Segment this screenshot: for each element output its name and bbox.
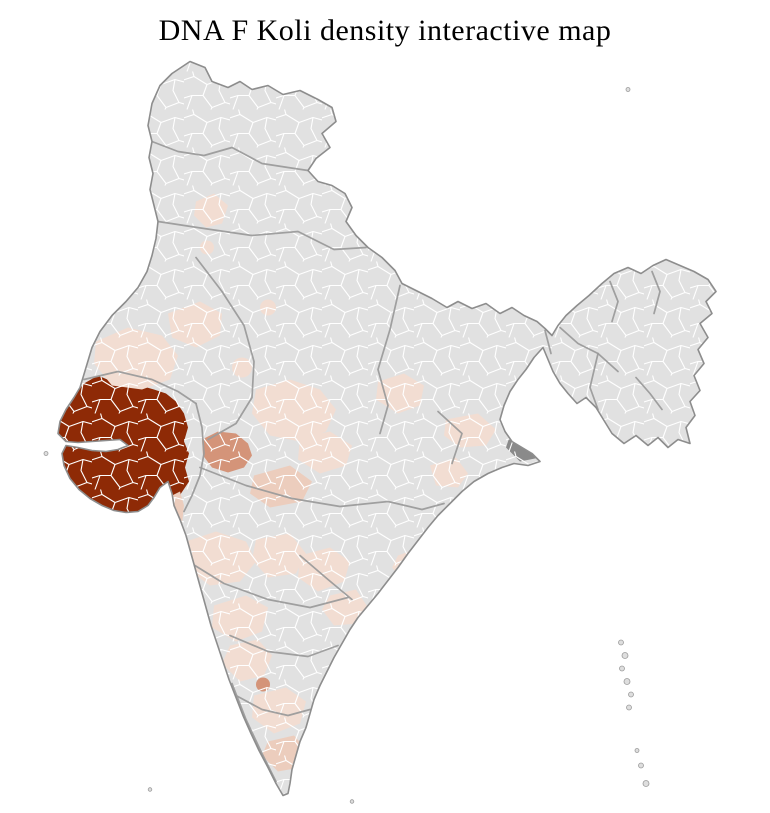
- islands-layer[interactable]: [43, 87, 650, 804]
- state-border-line: [229, 634, 339, 658]
- state-border-line: [299, 554, 353, 601]
- state-border-line: [235, 694, 311, 717]
- state-border-line: [559, 326, 619, 373]
- island-dot[interactable]: [628, 691, 634, 698]
- state-border-line: [589, 352, 599, 411]
- island-dot[interactable]: [621, 652, 629, 659]
- island-dot[interactable]: [638, 762, 644, 769]
- state-border-line: [635, 376, 663, 411]
- island-dot[interactable]: [626, 704, 632, 711]
- state-border-line: [199, 466, 445, 511]
- state-border-line: [83, 370, 197, 405]
- state-border-line: [183, 402, 205, 513]
- state-border-line: [544, 329, 552, 355]
- state-border-line: [377, 284, 401, 435]
- island-dot[interactable]: [618, 639, 624, 646]
- state-border-line: [157, 220, 367, 251]
- island-dot[interactable]: [43, 451, 49, 456]
- island-dot[interactable]: [634, 748, 640, 753]
- india-district-map[interactable]: [0, 48, 770, 811]
- state-border-line: [651, 270, 661, 315]
- island-dot[interactable]: [349, 799, 355, 804]
- state-border-line: [195, 256, 255, 441]
- state-borders-layer: [83, 140, 663, 783]
- island-dot[interactable]: [625, 87, 631, 92]
- island-dot[interactable]: [619, 665, 625, 672]
- island-dot[interactable]: [623, 678, 631, 685]
- low-density-region-se-coast-1[interactable]: [348, 627, 388, 666]
- island-dot[interactable]: [642, 780, 650, 787]
- state-border-line: [437, 410, 463, 465]
- low-density-district-east-3[interactable]: [517, 424, 531, 439]
- state-border-line: [609, 280, 619, 323]
- page-title: DNA F Koli density interactive map: [158, 14, 612, 47]
- state-border-line: [151, 140, 309, 172]
- island-dot[interactable]: [147, 787, 153, 792]
- state-border-line: [231, 682, 277, 783]
- district-borders-mesh: [58, 61, 716, 796]
- state-border-line: [181, 556, 349, 609]
